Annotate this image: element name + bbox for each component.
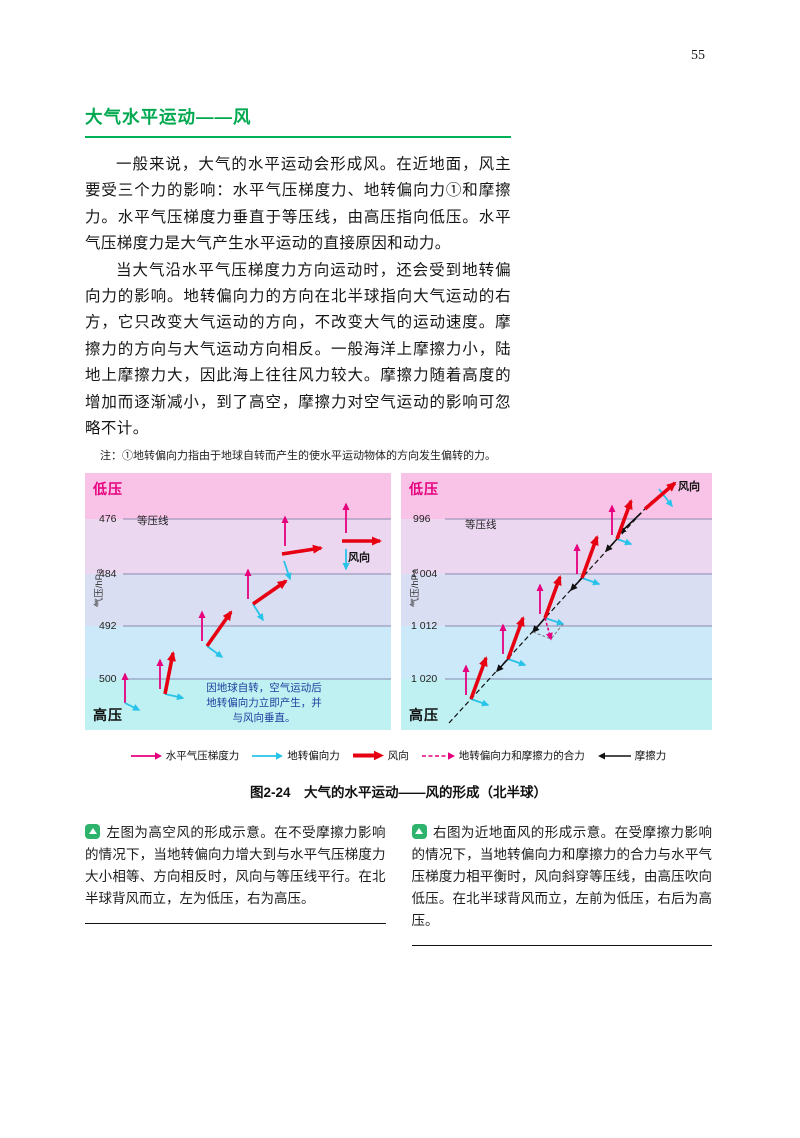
- isobar-value: 492: [99, 620, 117, 632]
- legend-wind: 风向: [352, 748, 409, 763]
- legend-coriolis: 地转偏向力: [252, 748, 340, 763]
- figure-legend: 水平气压梯度力 地转偏向力 风向 地转偏向力和摩擦力的合力 摩擦力: [85, 748, 712, 763]
- coriolis-arrows: [470, 488, 673, 707]
- resultant-force-parallelogram: [532, 617, 564, 641]
- pressure-gradient-arrows: [462, 504, 616, 695]
- isobar-value: 484: [99, 568, 117, 580]
- figure-note-left: 左图为高空风的形成示意。在不受摩擦力影响的情况下，当地转偏向力增大到与水平气压梯…: [85, 825, 386, 906]
- dashed-magenta-arrow-icon: [421, 751, 455, 760]
- wind-direction-label: 风向: [678, 481, 700, 493]
- low-pressure-label: 低压: [409, 481, 439, 497]
- paragraph-2: 当大气沿水平气压梯度力方向运动时，还会受到地转偏向力的影响。地转偏向力的方向在北…: [85, 261, 511, 438]
- pressure-axis-label: 气压/hPa: [94, 568, 105, 608]
- footnote-definition: 注：①地转偏向力指由于地球自转而产生的使水平运动物体的方向发生偏转的力。: [100, 450, 496, 462]
- low-pressure-label: 低压: [93, 481, 123, 497]
- diagram-surface-wind: 低压 高压 996 1 004 1 012 1 020 等压线 气压/hPa 风…: [401, 473, 712, 730]
- upper-air-diagram-canvas: [85, 473, 391, 730]
- red-arrow-icon: [352, 750, 384, 761]
- black-arrow-icon: [597, 752, 631, 759]
- page-number: 55: [691, 48, 705, 63]
- legend-label: 风向: [387, 750, 409, 762]
- legend-label: 摩擦力: [634, 750, 667, 762]
- isobar-value: 476: [99, 513, 117, 525]
- friction-arrows: [495, 512, 642, 673]
- legend-label: 地转偏向力和摩擦力的合力: [458, 750, 585, 762]
- divider: [411, 945, 712, 946]
- isobar-value: 1 012: [411, 620, 438, 632]
- figure-caption: 图2-24 大气的水平运动——风的形成（北半球）: [249, 785, 548, 800]
- figure-2-24: 低压 高压 476 484 492 500 等压线 气压/hPa 风向 因地球自…: [85, 473, 712, 730]
- magenta-arrow-icon: [130, 751, 162, 760]
- coriolis-arrows: [124, 549, 350, 711]
- isobar-value: 500: [99, 673, 117, 685]
- cyan-arrow-icon: [252, 751, 284, 760]
- body-text: 一般来说，大气的水平运动会形成风。在近地面，风主要受三个力的影响：水平气压梯度力…: [85, 152, 511, 442]
- section-title: 大气水平运动——风: [85, 104, 511, 138]
- diagram-annotation: 因地球自转，空气运动后地转偏向力立即产生，并与风向垂直。: [206, 682, 322, 724]
- isobar-line-label: 等压线: [465, 519, 497, 531]
- legend-label: 地转偏向力: [287, 750, 340, 762]
- isobar-value: 1 004: [411, 568, 438, 580]
- isobar-line-label: 等压线: [137, 515, 169, 527]
- legend-label: 水平气压梯度力: [165, 750, 240, 762]
- high-pressure-label: 高压: [93, 707, 123, 723]
- diagram-upper-air-wind: 低压 高压 476 484 492 500 等压线 气压/hPa 风向 因地球自…: [85, 473, 391, 730]
- note-column-right: 右图为近地面风的形成示意。在受摩擦力影响的情况下，当地转偏向力和摩擦力的合力与水…: [411, 822, 713, 946]
- legend-pressure-gradient: 水平气压梯度力: [130, 748, 240, 763]
- isobar-value: 996: [413, 513, 431, 525]
- wind-arrows: [163, 536, 382, 695]
- pressure-gradient-arrows: [121, 502, 350, 703]
- legend-friction: 摩擦力: [597, 748, 667, 763]
- pressure-axis-label: 气压/hPa: [410, 568, 421, 608]
- note-column-left: 左图为高空风的形成示意。在不受摩擦力影响的情况下，当地转偏向力增大到与水平气压梯…: [85, 822, 386, 946]
- note-icon: [411, 824, 427, 839]
- high-pressure-label: 高压: [409, 707, 439, 723]
- surface-wind-diagram-canvas: [401, 473, 712, 730]
- legend-resultant: 地转偏向力和摩擦力的合力: [421, 748, 585, 763]
- divider: [85, 923, 386, 924]
- isobar-value: 1 020: [411, 673, 438, 685]
- wind-arrows: [469, 481, 677, 700]
- note-icon: [85, 824, 100, 839]
- figure-note-right: 右图为近地面风的形成示意。在受摩擦力影响的情况下，当地转偏向力和摩擦力的合力与水…: [411, 825, 713, 928]
- wind-direction-label: 风向: [348, 552, 370, 564]
- figure-notes: 左图为高空风的形成示意。在不受摩擦力影响的情况下，当地转偏向力增大到与水平气压梯…: [85, 822, 712, 946]
- paragraph-1: 一般来说，大气的水平运动会形成风。在近地面，风主要受三个力的影响：水平气压梯度力…: [85, 156, 511, 253]
